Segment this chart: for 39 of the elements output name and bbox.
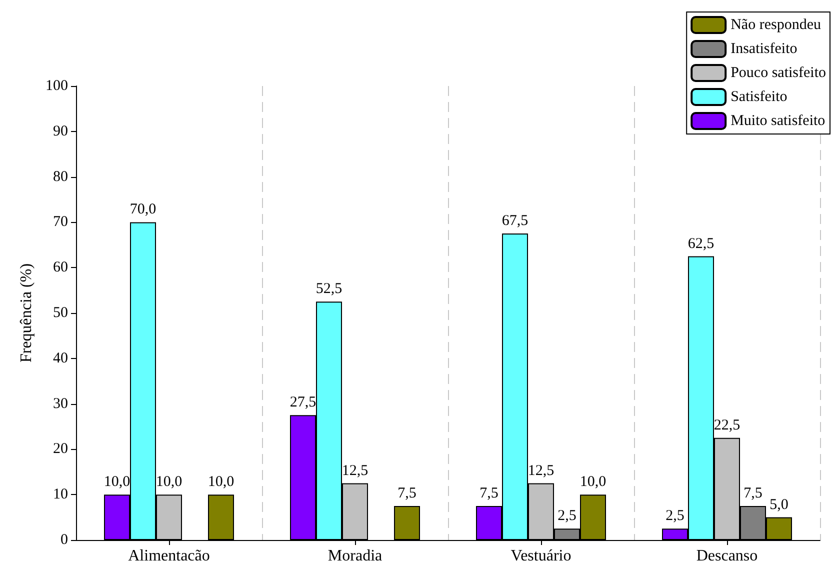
y-tick-label: 40 bbox=[53, 350, 68, 366]
data-label: 12,5 bbox=[528, 462, 554, 479]
data-label: 27,5 bbox=[290, 394, 316, 411]
data-label: 10,0 bbox=[580, 474, 606, 490]
data-label: 10,0 bbox=[208, 474, 234, 490]
data-label: 22,5 bbox=[714, 417, 740, 434]
data-label: 12,5 bbox=[342, 462, 368, 479]
data-label: 2,5 bbox=[666, 508, 684, 524]
y-tick-label: 100 bbox=[46, 78, 68, 94]
y-tick-label: 80 bbox=[53, 168, 68, 185]
data-label: 5,0 bbox=[770, 496, 788, 513]
data-label: 7,5 bbox=[744, 485, 762, 502]
x-tick-label: Descanso bbox=[696, 548, 758, 564]
y-tick-label: 90 bbox=[53, 123, 68, 140]
y-axis-title: Frequência (%) bbox=[18, 263, 36, 363]
y-tick-label: 30 bbox=[53, 396, 68, 412]
x-tick-label: Moradia bbox=[328, 548, 382, 564]
data-label: 7,5 bbox=[398, 485, 416, 502]
legend-label: Muito satisfeito bbox=[730, 113, 826, 129]
y-tick-label: 70 bbox=[53, 214, 68, 230]
y-tick-label: 0 bbox=[60, 532, 68, 548]
y-tick-label: 10 bbox=[53, 486, 68, 503]
y-tick-label: 20 bbox=[53, 441, 68, 458]
legend-label: Pouco satisfeito bbox=[730, 65, 826, 81]
data-label: 70,0 bbox=[130, 202, 156, 218]
data-label: 52,5 bbox=[316, 281, 342, 298]
x-tick-label: Vestuário bbox=[510, 548, 572, 564]
y-tick-label: 50 bbox=[53, 305, 68, 321]
data-label: 2,5 bbox=[558, 508, 576, 524]
data-label: 67,5 bbox=[502, 213, 528, 230]
legend-label: Insatisfeito bbox=[730, 41, 798, 57]
legend-label: Satisfeito bbox=[730, 89, 788, 105]
legend-label: Não respondeu bbox=[730, 17, 822, 33]
data-label: 7,5 bbox=[480, 485, 498, 502]
data-label: 10,0 bbox=[104, 474, 130, 490]
data-label: 10,0 bbox=[156, 474, 182, 490]
x-tick-label: Alimentacão bbox=[128, 548, 210, 564]
y-tick-label: 60 bbox=[53, 260, 68, 276]
data-label: 62,5 bbox=[688, 236, 714, 252]
